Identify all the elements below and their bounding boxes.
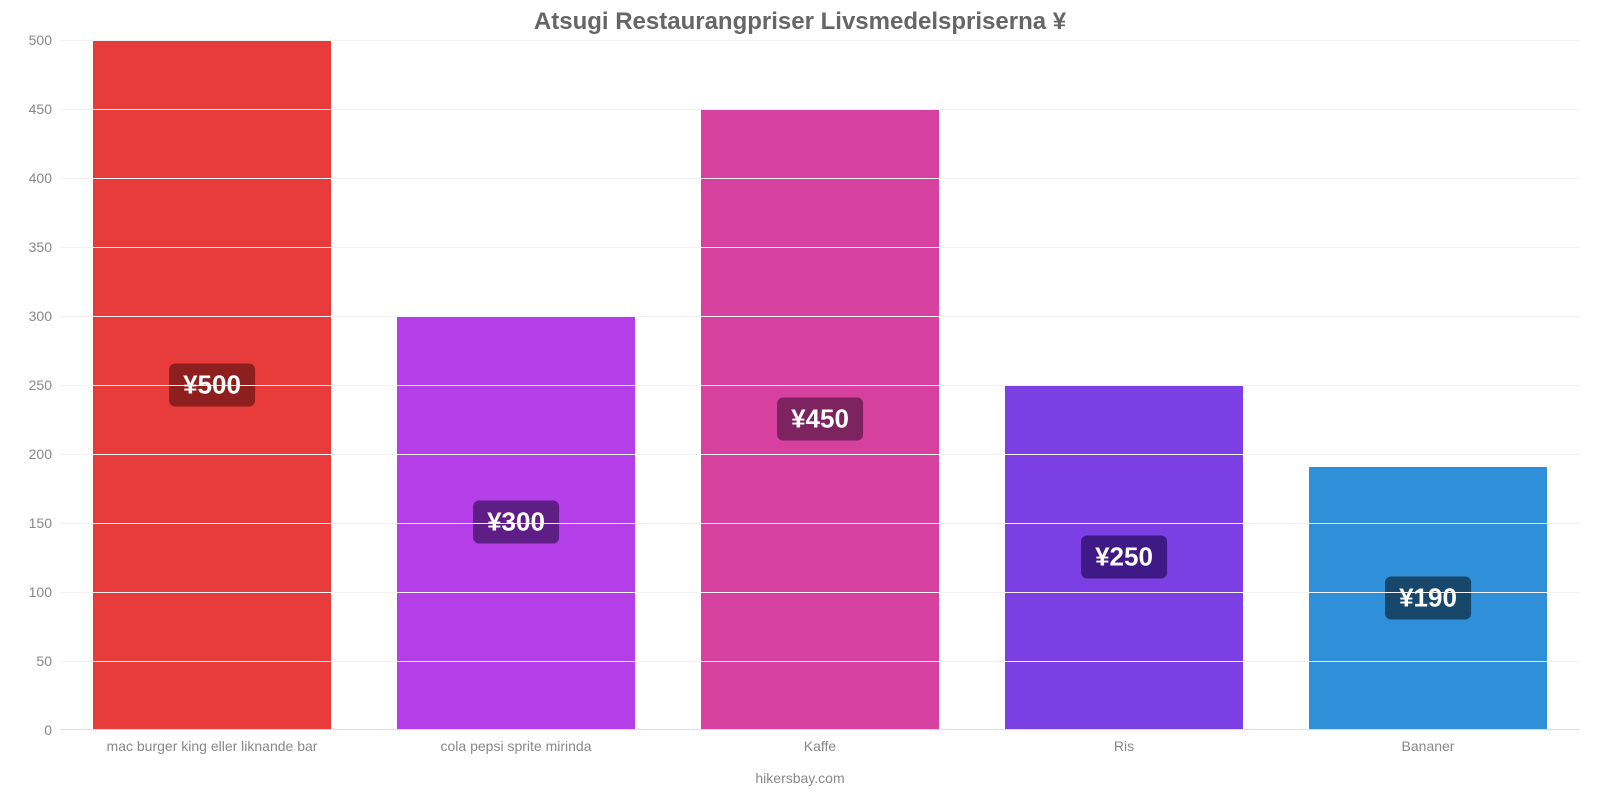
y-tick-label: 200 <box>29 446 52 462</box>
gridline <box>60 247 1580 248</box>
gridline <box>60 316 1580 317</box>
x-axis-labels: mac burger king eller liknande barcola p… <box>60 738 1580 754</box>
x-tick-label: cola pepsi sprite mirinda <box>364 738 668 754</box>
x-tick-label: Kaffe <box>668 738 972 754</box>
y-tick-label: 250 <box>29 377 52 393</box>
value-badge: ¥450 <box>777 397 863 440</box>
y-tick-label: 300 <box>29 308 52 324</box>
gridline <box>60 454 1580 455</box>
gridline <box>60 40 1580 41</box>
x-tick-label: mac burger king eller liknande bar <box>60 738 364 754</box>
footer-credit: hikersbay.com <box>0 770 1600 786</box>
y-tick-label: 400 <box>29 170 52 186</box>
x-tick-label: Bananer <box>1276 738 1580 754</box>
chart-container: Atsugi Restaurangpriser Livsmedelspriser… <box>0 0 1600 800</box>
y-tick-label: 500 <box>29 32 52 48</box>
y-tick-label: 100 <box>29 584 52 600</box>
y-tick-label: 450 <box>29 101 52 117</box>
gridline <box>60 109 1580 110</box>
gridline <box>60 592 1580 593</box>
plot-area: ¥500¥300¥450¥250¥190 <box>60 40 1580 730</box>
x-tick-label: Ris <box>972 738 1276 754</box>
y-tick-label: 350 <box>29 239 52 255</box>
y-tick-label: 50 <box>36 653 52 669</box>
gridline <box>60 385 1580 386</box>
bar: ¥190 <box>1309 467 1546 729</box>
value-badge: ¥250 <box>1081 535 1167 578</box>
y-tick-label: 0 <box>44 722 52 738</box>
chart-title: Atsugi Restaurangpriser Livsmedelspriser… <box>0 8 1600 36</box>
gridline <box>60 523 1580 524</box>
bar: ¥450 <box>701 109 938 729</box>
y-tick-label: 150 <box>29 515 52 531</box>
gridline <box>60 178 1580 179</box>
gridline <box>60 661 1580 662</box>
value-badge: ¥190 <box>1385 577 1471 620</box>
bar: ¥250 <box>1005 385 1242 730</box>
